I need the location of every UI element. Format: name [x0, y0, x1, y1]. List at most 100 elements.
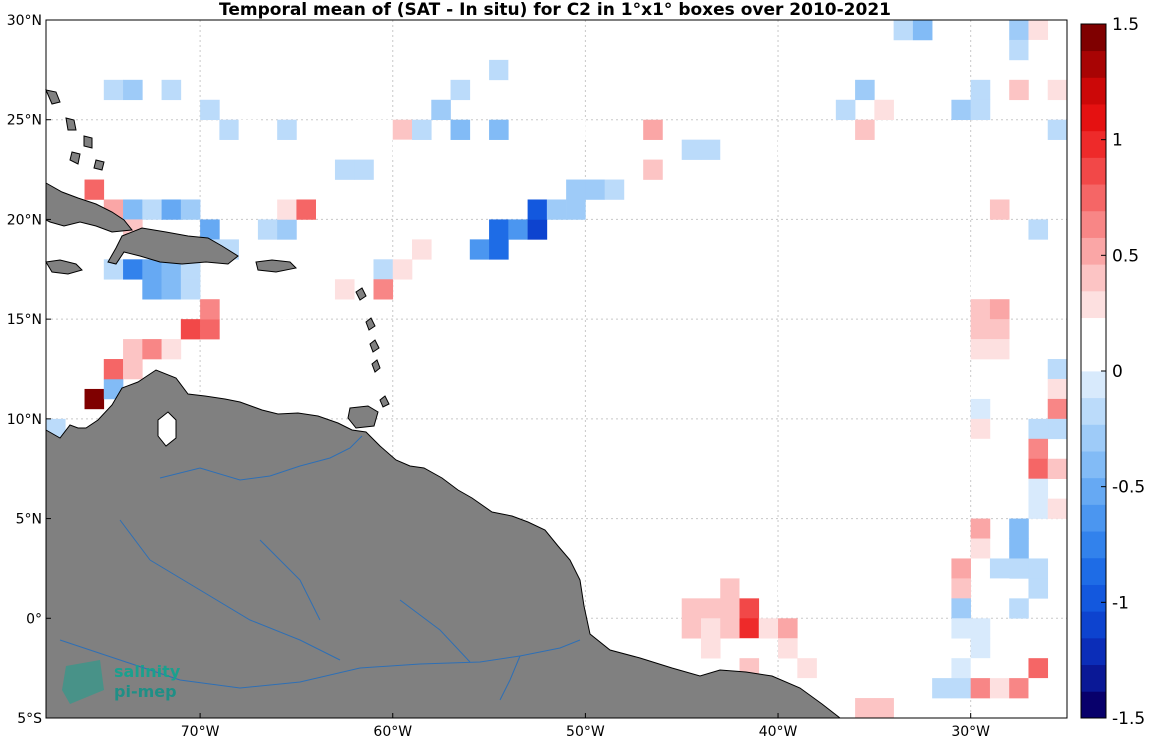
lat-tick-label: 0° [26, 611, 42, 627]
heatmap-cell [1047, 359, 1068, 380]
heatmap-cell [797, 658, 817, 679]
heatmap-cell [989, 578, 1010, 599]
colorbar-segment [1081, 584, 1106, 612]
land-masses [45, 89, 842, 719]
heatmap-cell [334, 159, 355, 180]
heatmap-cell [354, 119, 374, 140]
heatmap-cell [142, 279, 162, 300]
heatmap-cell [1009, 179, 1029, 200]
heatmap-cell [970, 378, 991, 400]
heatmap-cell [142, 259, 162, 280]
lat-tick-label: 25°N [7, 113, 42, 129]
heatmap-cell [200, 99, 220, 121]
heatmap-cell [123, 339, 143, 360]
heatmap-cell [392, 259, 413, 280]
colorbar-segment [1081, 637, 1106, 666]
colorbar-segment [1081, 531, 1106, 559]
heatmap-cell [720, 618, 740, 639]
tributary-river [119, 519, 521, 701]
heatmap-cell [970, 418, 991, 440]
heatmap-cell [161, 79, 182, 101]
heatmap-cell [874, 698, 894, 719]
colorbar-segment [1081, 557, 1106, 585]
colorbar-segment [1081, 371, 1106, 399]
lake-maracaibo [157, 411, 177, 447]
heatmap-cell [1009, 598, 1029, 619]
heatmap-cell [932, 678, 952, 699]
heatmap-cell [142, 199, 162, 220]
heatmap-cell [1009, 638, 1029, 659]
heatmap-cell [161, 199, 182, 220]
heatmap-cell [989, 199, 1010, 220]
colorbar-tick-label: 1 [1112, 131, 1123, 151]
heatmap-cell [1047, 398, 1068, 420]
heatmap-cell [527, 219, 548, 240]
colorbar-segment [1081, 50, 1106, 78]
colorbar-segment [1081, 237, 1106, 265]
colorbar-tick-label: -0.5 [1112, 478, 1145, 498]
logo-line-1: salinity [114, 662, 181, 681]
rivers [59, 435, 581, 701]
heatmap-cell [566, 179, 586, 200]
colorbar-segment [1081, 504, 1106, 532]
heatmap-cell [84, 179, 105, 200]
colorbar-segment [1081, 317, 1106, 345]
orinoco-river [159, 435, 363, 481]
lat-tick-label: 20°N [7, 212, 42, 228]
colorbar-segment [1081, 664, 1106, 692]
colorbar-segment [1081, 611, 1106, 639]
heatmap-cell [431, 99, 451, 121]
heatmap-cell [720, 578, 740, 599]
colorbar-segment [1081, 397, 1106, 425]
lesser-antilles-islands [355, 287, 390, 408]
bahamas-islands [45, 89, 105, 171]
colorbar-segment [1081, 477, 1106, 505]
heatmap-cell [180, 259, 201, 280]
lon-tick-label: 30°W [951, 724, 990, 740]
heatmap-cell [970, 538, 991, 559]
heatmap-cell [1009, 79, 1029, 101]
heatmap-cell [970, 638, 991, 659]
heatmap-cell [508, 59, 528, 81]
heatmap-cell [1028, 478, 1049, 499]
heatmap-cell [180, 199, 201, 220]
heatmap-cell [489, 119, 509, 140]
heatmap-cell [1009, 538, 1029, 559]
heatmap-cells [46, 20, 1068, 719]
heatmap-cell [1047, 119, 1068, 140]
heatmap-cell [989, 678, 1010, 699]
heatmap-cell [951, 578, 971, 599]
heatmap-cell [1028, 658, 1049, 679]
heatmap-cell [277, 199, 297, 220]
heatmap-cell [142, 339, 162, 360]
hispaniola-land [107, 227, 239, 265]
lat-tick-label: 30°N [7, 13, 42, 29]
heatmap-cell [1047, 418, 1068, 440]
heatmap-cell [1009, 518, 1029, 539]
heatmap-cell [161, 259, 182, 280]
lat-tick-label: 5°S [17, 711, 42, 727]
heatmap-cell [855, 79, 875, 101]
heatmap-cell [373, 279, 394, 300]
heatmap-cell [700, 598, 721, 619]
heatmap-cell [219, 119, 239, 140]
map-frame [45, 19, 1068, 719]
colorbar-segment [1081, 264, 1106, 292]
heatmap-cell [970, 319, 991, 340]
heatmap-cell [412, 119, 432, 140]
colorbar-segment [1081, 424, 1106, 452]
lon-tick-label: 70°W [181, 724, 220, 740]
colorbar-tick-label: -1.5 [1112, 709, 1145, 729]
colorbar-segment [1081, 691, 1106, 719]
heatmap-cell [912, 20, 933, 41]
heatmap-cell [277, 219, 297, 240]
heatmap-cell [450, 79, 471, 101]
heatmap-cell [1028, 219, 1049, 240]
heatmap-cell [970, 99, 991, 121]
puerto-rico-land [255, 259, 298, 273]
colorbar-segment [1081, 157, 1106, 185]
heatmap-cell [84, 388, 105, 410]
heatmap-cell [951, 678, 971, 699]
heatmap-cell [161, 279, 182, 300]
heatmap-cell [951, 558, 971, 579]
